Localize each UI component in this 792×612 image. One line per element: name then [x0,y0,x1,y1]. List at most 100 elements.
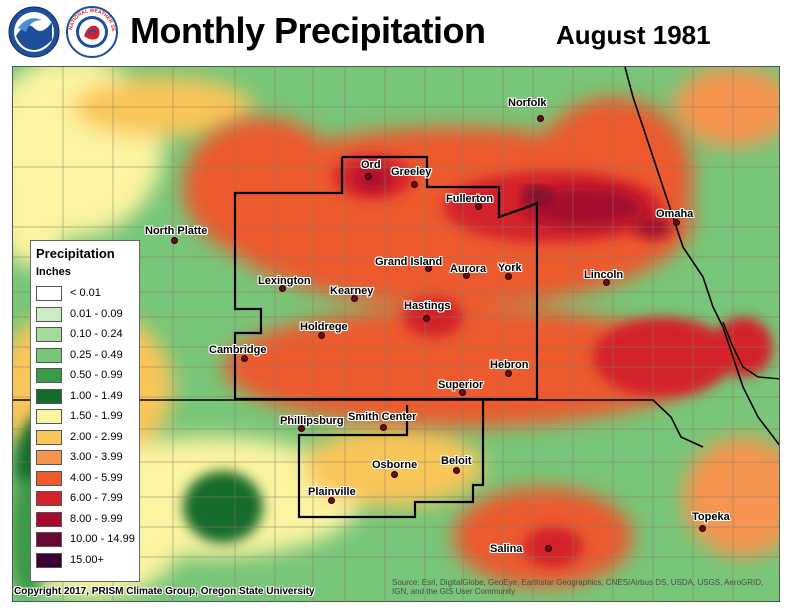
legend-swatch [36,286,62,301]
legend-label: 10.00 - 14.99 [70,533,135,545]
city-label-cambridge: Cambridge [209,344,267,356]
legend-label: 2.00 - 2.99 [70,430,123,443]
city-marker-hebron [505,370,512,377]
zone-maximum [523,187,551,203]
legend-swatch [36,409,62,424]
city-label-hebron: Hebron [490,359,529,371]
city-marker-holdrege [318,332,325,339]
city-label-kearney: Kearney [330,285,374,297]
legend-label: 4.00 - 5.99 [70,471,123,484]
header: NATIONAL WEATHER SERVICE Monthly Precipi… [0,0,792,66]
city-marker-ord [365,173,372,180]
legend-label: 1.50 - 1.99 [70,410,123,422]
zone-kansas-gold [303,427,483,507]
legend-item: 3.00 - 3.99 [36,450,138,466]
city-marker-north-platte [171,237,178,244]
city-marker-grand-island [425,265,432,272]
city-marker-topeka [699,525,706,532]
page-title: Monthly Precipitation [130,10,486,51]
zone-west-pale [13,127,73,267]
legend-label: 0.25 - 0.49 [70,348,123,361]
legend-item: 15.00+ [36,552,138,569]
legend-item: 0.50 - 0.99 [36,368,138,384]
city-label-topeka: Topeka [692,511,730,523]
legend-swatch [36,347,62,363]
city-label-omaha: Omaha [656,208,694,220]
city-label-smith-center: Smith Center [348,411,417,423]
city-marker-salina [545,545,552,552]
legend-units: Inches [36,266,71,278]
legend-title: Precipitation [36,246,115,261]
city-label-salina: Salina [490,543,523,555]
city-label-holdrege: Holdrege [300,321,348,333]
city-marker-beloit [453,467,460,474]
legend-item: 0.01 - 0.09 [36,306,138,323]
city-label-superior: Superior [438,379,484,391]
city-label-phillipsburg: Phillipsburg [280,415,344,427]
city-marker-hastings [423,315,430,322]
legend-label: 6.00 - 7.99 [70,492,123,504]
legend-label: 0.01 - 0.09 [70,307,123,320]
legend-item: 4.00 - 5.99 [36,470,138,487]
city-label-ord: Ord [361,159,381,171]
city-marker-smith-center [380,424,387,431]
legend-item: 2.00 - 2.99 [36,429,138,446]
legend-swatch [36,429,62,445]
legend-item: 6.00 - 7.99 [36,491,138,507]
legend-label: 0.10 - 0.24 [70,328,123,340]
zone-lincoln-crimson [593,317,733,397]
page-date: August 1981 [556,20,711,50]
legend-swatch [36,552,62,568]
legend-item: 0.10 - 0.24 [36,327,138,343]
copyright: Copyright 2017, PRISM Climate Group, Ore… [14,586,315,597]
city-marker-plainville [328,497,335,504]
city-marker-fullerton [475,203,482,210]
legend-swatch [36,368,62,383]
legend-label: 15.00+ [70,553,104,566]
legend-label: 8.00 - 9.99 [70,512,123,525]
legend-swatch [36,327,62,342]
region-outline [233,155,539,519]
city-label-hastings: Hastings [404,300,451,312]
city-label-norfolk: Norfolk [508,97,547,109]
legend-item: 10.00 - 14.99 [36,532,138,548]
city-label-lexington: Lexington [258,275,311,287]
city-label-beloit: Beloit [441,455,472,467]
city-marker-york [505,273,512,280]
legend-item: < 0.01 [36,286,138,302]
city-label-york: York [498,262,522,274]
city-label-north-platte: North Platte [145,225,208,237]
legend-item: 1.00 - 1.49 [36,388,138,405]
legend-swatch [36,532,62,547]
legend-swatch [36,491,62,506]
legend-label: < 0.01 [70,287,101,299]
legend-swatch [36,306,62,322]
city-marker-norfolk [537,115,544,122]
nws-logo: NATIONAL WEATHER SERVICE [66,6,118,58]
city-label-plainville: Plainville [308,486,356,498]
legend-item: 1.50 - 1.99 [36,409,138,425]
city-marker-superior [459,389,466,396]
city-label-fullerton: Fullerton [446,193,494,205]
legend-swatch [36,450,62,465]
city-marker-omaha [673,219,680,226]
legend-swatch [36,388,62,404]
city-label-grand-island: Grand Island [375,256,443,268]
legend-label: 1.00 - 1.49 [70,389,123,402]
legend-swatch [36,470,62,486]
city-marker-lincoln [603,279,610,286]
legend-label: 3.00 - 3.99 [70,451,123,463]
legend-swatch [36,511,62,527]
city-label-aurora: Aurora [450,263,487,275]
city-label-greeley: Greeley [391,166,432,178]
city-marker-cambridge [241,355,248,362]
legend-label: 0.50 - 0.99 [70,369,123,381]
legend-item: 0.25 - 0.49 [36,347,138,364]
zone-green-center [183,471,263,543]
city-marker-osborne [391,471,398,478]
city-marker-greeley [411,181,418,188]
city-marker-lexington [279,285,286,292]
zone-ord-red [183,117,343,257]
noaa-logo [8,6,60,58]
zone-salina-crimson [523,527,583,567]
